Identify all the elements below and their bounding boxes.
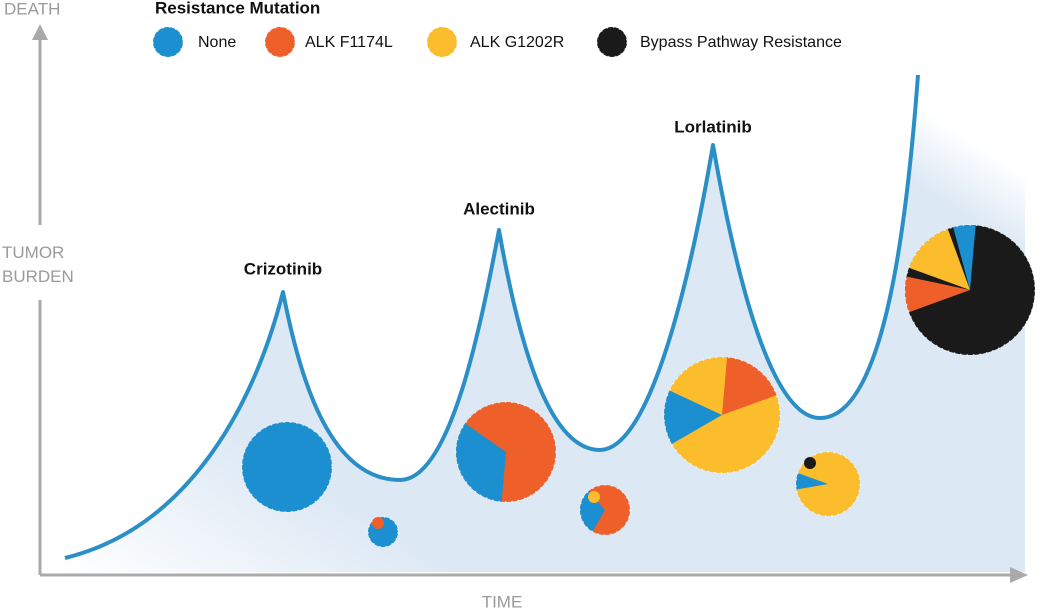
tumor-cluster	[367, 516, 399, 548]
tumor-cluster	[579, 484, 631, 536]
y-arrow	[32, 24, 48, 40]
legend-label: ALK G1202R	[470, 34, 564, 51]
tumor-cluster	[241, 421, 333, 513]
cluster-sector	[455, 423, 506, 502]
legend: None ALK F1174L ALK G1202R Bypass Pathway R…	[152, 26, 842, 58]
y-label: TUMOR BURDEN	[2, 243, 74, 286]
x-arrow	[1010, 567, 1028, 583]
cluster-sector	[796, 473, 828, 490]
legend-label: ALK F1174L	[305, 34, 393, 51]
burden-area	[65, 75, 1025, 572]
cluster-sector	[722, 357, 777, 415]
drug-label: Lorlatinib	[674, 117, 751, 136]
cluster-edge	[904, 224, 1036, 356]
cluster-edge	[367, 516, 399, 548]
cluster-edge	[579, 484, 631, 536]
tumor-cluster	[455, 401, 557, 503]
cluster-body	[264, 26, 296, 58]
cluster-fill	[242, 422, 332, 512]
cluster-edge	[455, 401, 557, 503]
cluster-sector	[664, 390, 722, 444]
tumor-cluster	[904, 224, 1036, 356]
cluster-body	[426, 26, 458, 58]
tumor-cluster	[795, 451, 861, 517]
cluster-sector	[579, 490, 605, 532]
tumor-clusters	[241, 224, 1036, 548]
cluster-dot	[372, 517, 384, 529]
x-label: TIME	[482, 592, 523, 611]
cluster-sector	[953, 225, 976, 290]
drug-label: Crizotinib	[244, 259, 322, 278]
legend-title: Resistance Mutation	[155, 0, 320, 17]
drug-label: Alectinib	[463, 199, 535, 218]
cluster-dot	[804, 457, 816, 469]
burden-curve	[64, 74, 920, 560]
cluster-edge	[241, 421, 333, 513]
cluster-dot	[588, 491, 600, 503]
tumor-cluster	[663, 356, 781, 474]
cluster-edge	[663, 356, 781, 474]
cluster-sector	[905, 276, 970, 313]
y-top-label: DEATH	[4, 0, 60, 18]
cluster-edge	[795, 451, 861, 517]
legend-label: None	[198, 34, 236, 51]
legend-label: Bypass Pathway Resistance	[640, 34, 842, 51]
cluster-body	[596, 26, 628, 58]
cluster-body	[152, 26, 184, 58]
